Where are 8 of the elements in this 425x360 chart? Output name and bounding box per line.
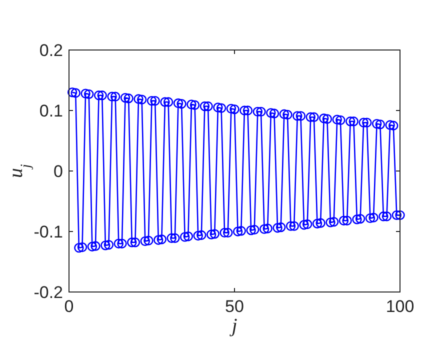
y-tick-label: -0.2 bbox=[34, 283, 63, 302]
y-tick-label: 0.2 bbox=[39, 41, 63, 60]
x-tick-label: 100 bbox=[386, 297, 414, 316]
x-tick-label: 50 bbox=[225, 297, 244, 316]
y-tick-label: -0.1 bbox=[34, 222, 63, 242]
y-tick-label: 0.1 bbox=[39, 102, 63, 120]
y-tick-label: 0 bbox=[54, 162, 63, 181]
x-axis-title: j bbox=[228, 315, 238, 337]
